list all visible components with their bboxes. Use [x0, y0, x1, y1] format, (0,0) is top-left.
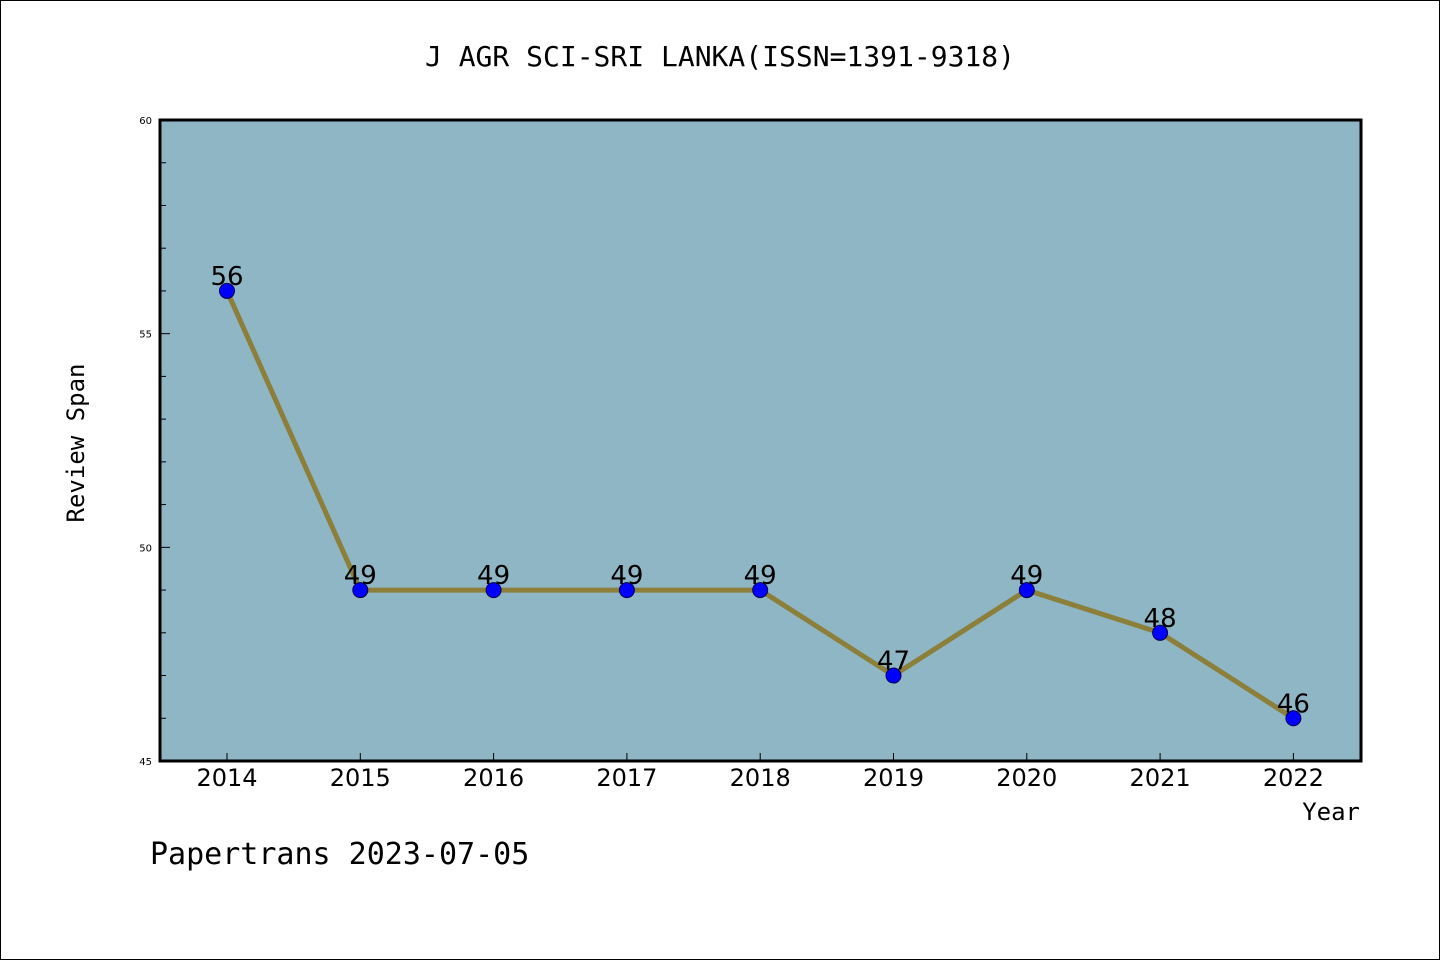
data-point	[618, 582, 635, 599]
data-label: 47	[877, 647, 910, 677]
y-axis-label: Review Span	[62, 364, 90, 523]
data-point	[352, 582, 369, 599]
y-tick-label: 55	[139, 330, 152, 341]
series-markers	[219, 282, 1302, 727]
x-tick-label: 2021	[1130, 764, 1191, 792]
data-point	[885, 667, 902, 684]
x-tick-label: 2018	[730, 764, 791, 792]
plot-area	[160, 120, 1361, 761]
data-label: 56	[210, 262, 243, 292]
data-point	[752, 582, 769, 599]
data-label: 48	[1144, 604, 1177, 634]
x-tick-label: 2016	[463, 764, 524, 792]
data-point	[1285, 710, 1302, 727]
data-point	[485, 582, 502, 599]
x-axis-label: Year	[1302, 798, 1360, 826]
x-tick-label: 2014	[196, 764, 257, 792]
data-labels: 56 49 49 49 49 47 49 48 46	[210, 262, 1309, 719]
footer-date-stamp: Papertrans 2023-07-05	[150, 837, 529, 872]
data-label: 49	[1010, 561, 1043, 591]
chart-title: J AGR SCI-SRI LANKA(ISSN=1391-9318)	[425, 40, 1015, 73]
data-label: 49	[477, 561, 510, 591]
x-tick-label: 2019	[863, 764, 924, 792]
y-axis-tick-labels: 45 50 55 60	[139, 116, 152, 768]
x-tick-label: 2015	[330, 764, 391, 792]
y-tick-label: 45	[139, 757, 152, 768]
plot-border	[158, 118, 1363, 763]
x-tick-label: 2022	[1263, 764, 1324, 792]
data-label: 46	[1277, 689, 1310, 719]
data-label: 49	[610, 561, 643, 591]
data-point	[1018, 582, 1035, 599]
y-tick-label: 60	[139, 116, 152, 127]
data-label: 49	[344, 561, 377, 591]
data-label: 49	[744, 561, 777, 591]
data-point	[219, 282, 235, 299]
data-point	[1152, 624, 1169, 641]
x-tick-label: 2017	[596, 764, 657, 792]
y-tick-label: 50	[139, 543, 152, 554]
x-tick-label: 2020	[996, 764, 1057, 792]
x-axis-tick-labels: 2014 2015 2016 2017 2018 2019 2020 2021 2022	[196, 764, 1323, 792]
